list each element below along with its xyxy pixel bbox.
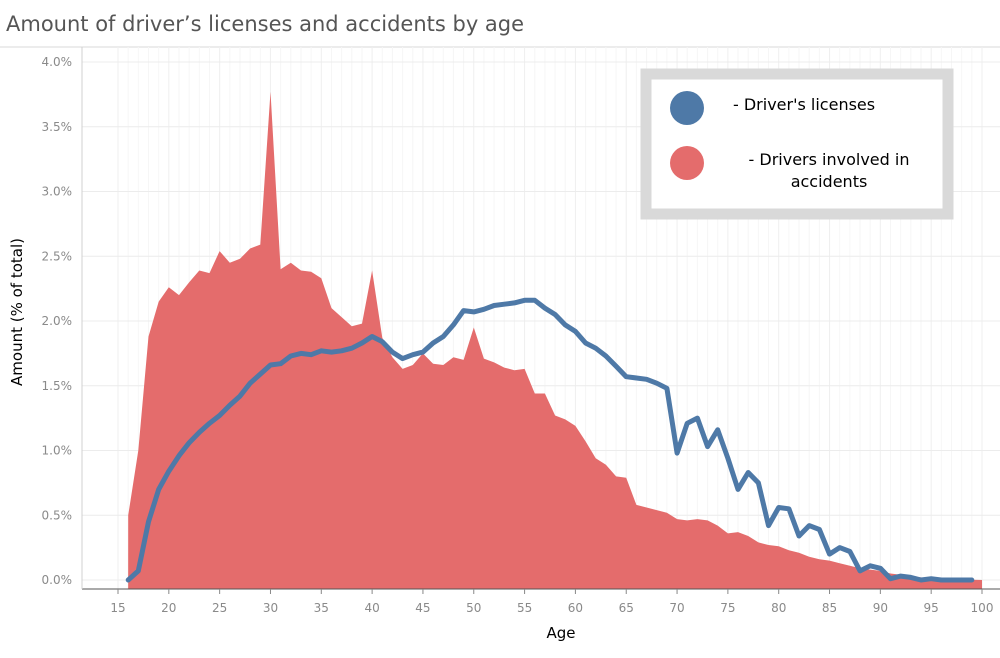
- x-tick-label: 80: [771, 601, 786, 615]
- x-tick-layer: 15 20 25 30 35 40 45 50 55 60 65 70 75 80 85 90 95 100: [110, 589, 993, 615]
- legend: - Driver's licenses - Drivers involved i…: [640, 68, 954, 220]
- legend-swatch-accidents: [670, 146, 704, 180]
- x-tick-label: 55: [517, 601, 532, 615]
- y-tick-label: 3.0%: [42, 185, 73, 199]
- x-tick-label: 50: [466, 601, 481, 615]
- x-tick-label: 25: [212, 601, 227, 615]
- legend-label-licenses: - Driver's licenses: [733, 95, 875, 114]
- x-tick-label: 100: [971, 601, 994, 615]
- x-tick-label: 85: [822, 601, 837, 615]
- x-tick-label: 30: [263, 601, 278, 615]
- y-tick-label: 2.0%: [42, 314, 73, 328]
- y-axis-title: Amount (% of total): [8, 238, 26, 386]
- x-tick-label: 70: [669, 601, 684, 615]
- x-tick-label: 90: [873, 601, 888, 615]
- line-layer: [125, 297, 975, 583]
- x-tick-label: 95: [924, 601, 939, 615]
- y-tick-layer: 0.0% 0.5% 1.0% 1.5% 2.0% 2.5% 3.0% 3.5% 4.0%: [42, 55, 73, 587]
- series-line-licenses: [125, 297, 975, 583]
- x-tick-label: 20: [161, 601, 176, 615]
- y-tick-label: 3.5%: [42, 120, 73, 134]
- x-tick-label: 15: [110, 601, 125, 615]
- legend-label-accidents: - Drivers involved in accidents: [749, 150, 910, 191]
- series-area-accidents: [128, 91, 983, 590]
- legend-swatch-licenses: [670, 91, 704, 125]
- chart-title: Amount of driver’s licenses and accident…: [6, 12, 524, 36]
- area-layer: [128, 91, 983, 590]
- y-tick-label: 0.5%: [42, 508, 73, 522]
- x-tick-label: 45: [415, 601, 430, 615]
- y-tick-label: 2.5%: [42, 249, 73, 263]
- y-tick-label: 4.0%: [42, 55, 73, 69]
- y-tick-label: 1.0%: [42, 444, 73, 458]
- x-tick-label: 75: [720, 601, 735, 615]
- x-axis-title: Age: [546, 624, 575, 642]
- x-tick-label: 60: [568, 601, 583, 615]
- x-tick-label: 40: [364, 601, 379, 615]
- y-tick-label: 0.0%: [42, 573, 73, 587]
- x-tick-label: 65: [619, 601, 634, 615]
- x-tick-label: 35: [314, 601, 329, 615]
- y-tick-label: 1.5%: [42, 379, 73, 393]
